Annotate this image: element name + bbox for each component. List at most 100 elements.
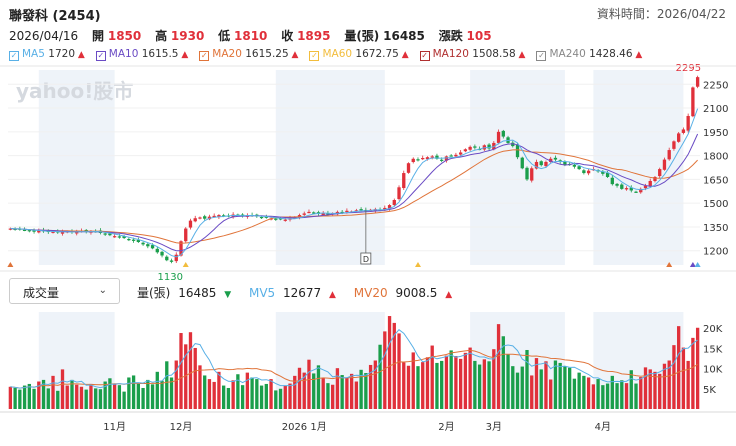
volume-bar xyxy=(643,367,648,409)
candle-body xyxy=(430,156,434,158)
candle-body xyxy=(653,177,657,181)
volume-bar xyxy=(406,365,411,409)
x-tick-label: 2026 1月 xyxy=(282,421,327,433)
candle-body xyxy=(179,241,183,256)
checkbox-icon[interactable]: ✓ xyxy=(199,51,210,61)
mv5-up-icon: ▲ xyxy=(329,290,336,300)
checkbox-icon[interactable]: ✓ xyxy=(536,51,547,61)
candle-body xyxy=(312,212,316,214)
candle-body xyxy=(539,161,543,166)
volume-bar xyxy=(368,364,373,409)
stock-title: 聯發科 (2454) xyxy=(9,9,101,24)
volume-bar xyxy=(146,379,150,409)
price-tick-label: 1650 xyxy=(703,175,728,186)
candle-body xyxy=(274,218,278,220)
volume-bar xyxy=(22,385,27,409)
volume-bar xyxy=(345,377,349,409)
legend-value: 1720 xyxy=(44,48,75,60)
volume-bar xyxy=(316,365,321,409)
volume-bar xyxy=(539,369,543,409)
candle-body xyxy=(572,164,577,167)
candle-body xyxy=(520,157,524,169)
price-tick-label: 1500 xyxy=(703,199,728,210)
legend-ma20[interactable]: ✓ MA20 1615.25 ▲ xyxy=(199,48,298,61)
up-arrow-icon: ▲ xyxy=(398,50,409,60)
chevron-down-icon: ⌄ xyxy=(98,285,107,296)
event-marker-icon xyxy=(7,262,14,267)
candle-body xyxy=(677,133,681,142)
legend-ma240[interactable]: ✓ MA240 1428.46 ▲ xyxy=(536,48,642,61)
indicator-select[interactable]: 成交量 ⌄ xyxy=(9,278,120,304)
event-marker-icon xyxy=(689,262,696,267)
up-arrow-icon: ▲ xyxy=(288,50,299,60)
candle-body xyxy=(454,154,458,157)
checkbox-icon[interactable]: ✓ xyxy=(9,51,19,61)
checkbox-icon[interactable]: ✓ xyxy=(309,51,320,61)
volume-bar xyxy=(274,390,278,409)
volume-bar xyxy=(397,333,401,409)
volume-bar xyxy=(231,380,235,409)
volume-bar xyxy=(117,385,122,409)
watermark-logo: yahoo!股市 xyxy=(16,79,133,103)
volume-bar xyxy=(520,366,524,409)
volume-bar xyxy=(435,362,439,409)
candle-body xyxy=(610,177,614,185)
candle-body xyxy=(553,157,558,160)
volume-bar xyxy=(378,344,382,409)
volume-bar xyxy=(51,375,55,409)
candle-body xyxy=(686,115,690,131)
volume-bar xyxy=(174,360,178,409)
candle-body xyxy=(221,215,226,217)
candle-body xyxy=(496,131,501,143)
checkbox-icon[interactable]: ✓ xyxy=(419,51,430,61)
checkbox-icon[interactable]: ✓ xyxy=(95,51,106,61)
legend-ma10[interactable]: ✓ MA10 1615.5 ▲ xyxy=(95,48,189,61)
candle-body xyxy=(601,171,605,174)
candle-body xyxy=(278,218,283,220)
candle-body xyxy=(582,170,586,174)
candle-body xyxy=(184,228,188,242)
volume-bar xyxy=(496,324,501,409)
volume-bar xyxy=(359,369,363,409)
up-arrow-icon: ▲ xyxy=(632,50,643,60)
legend-ma120[interactable]: ✓ MA120 1508.58 ▲ xyxy=(419,48,525,61)
volume-bar xyxy=(421,362,425,409)
candle-body xyxy=(463,149,468,152)
volume-bar xyxy=(302,372,306,409)
volume-bar xyxy=(269,379,273,409)
volume-bar xyxy=(577,372,581,409)
volume-bar xyxy=(155,371,159,409)
mv20-value: 9008.5 xyxy=(395,286,438,300)
volume-bar xyxy=(672,345,676,409)
volume-bar xyxy=(127,377,131,409)
price-tick-label: 2250 xyxy=(703,80,728,91)
volume-bar xyxy=(463,352,468,409)
volume-bar xyxy=(487,361,491,409)
volume-bar xyxy=(440,360,444,409)
volume-bar xyxy=(122,391,126,409)
candle-body xyxy=(146,244,150,247)
volume-bar xyxy=(553,360,558,409)
max-price-label: 2295 xyxy=(676,63,701,74)
candle-body xyxy=(440,159,444,161)
legend-ma5[interactable]: ✓ MA5 1720 ▲ xyxy=(9,48,85,61)
candle-body xyxy=(217,215,221,218)
candle-body xyxy=(8,228,13,230)
legend-ma60[interactable]: ✓ MA60 1672.75 ▲ xyxy=(309,48,409,61)
volume-bar xyxy=(236,374,240,409)
legend-name: MA20 xyxy=(212,48,242,60)
candle-body xyxy=(421,157,425,160)
event-marker-icon xyxy=(414,262,421,267)
volume-legend: 量(張) 16485 ▼ MV5 12677 ▲ MV20 9008.5 ▲ xyxy=(137,284,456,301)
indicator-select-value: 成交量 xyxy=(23,286,60,300)
volume-bar xyxy=(482,359,487,409)
candle-body xyxy=(150,245,155,249)
candle-body xyxy=(359,209,363,211)
candle-body xyxy=(681,129,686,133)
volume-bar xyxy=(511,366,515,409)
candle-body xyxy=(283,219,287,221)
legend-value: 1615.25 xyxy=(241,48,289,60)
up-arrow-icon: ▲ xyxy=(178,50,189,60)
volume-bar xyxy=(544,361,548,409)
candle-body xyxy=(397,187,401,200)
